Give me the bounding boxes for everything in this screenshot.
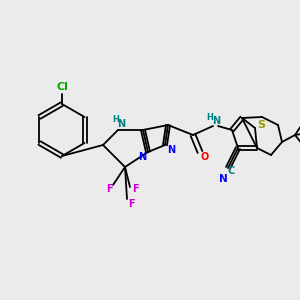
Text: H: H (112, 116, 119, 124)
Text: F: F (132, 184, 138, 194)
Text: F: F (106, 184, 112, 194)
Text: F: F (128, 199, 134, 209)
Text: S: S (257, 120, 265, 130)
Text: N: N (138, 152, 146, 162)
Text: Cl: Cl (56, 82, 68, 92)
Text: N: N (212, 116, 220, 126)
Text: N: N (117, 119, 125, 129)
Text: N: N (219, 174, 227, 184)
Text: O: O (201, 152, 209, 162)
Text: C: C (227, 166, 235, 176)
Text: N: N (167, 145, 175, 155)
Text: H: H (207, 112, 213, 122)
